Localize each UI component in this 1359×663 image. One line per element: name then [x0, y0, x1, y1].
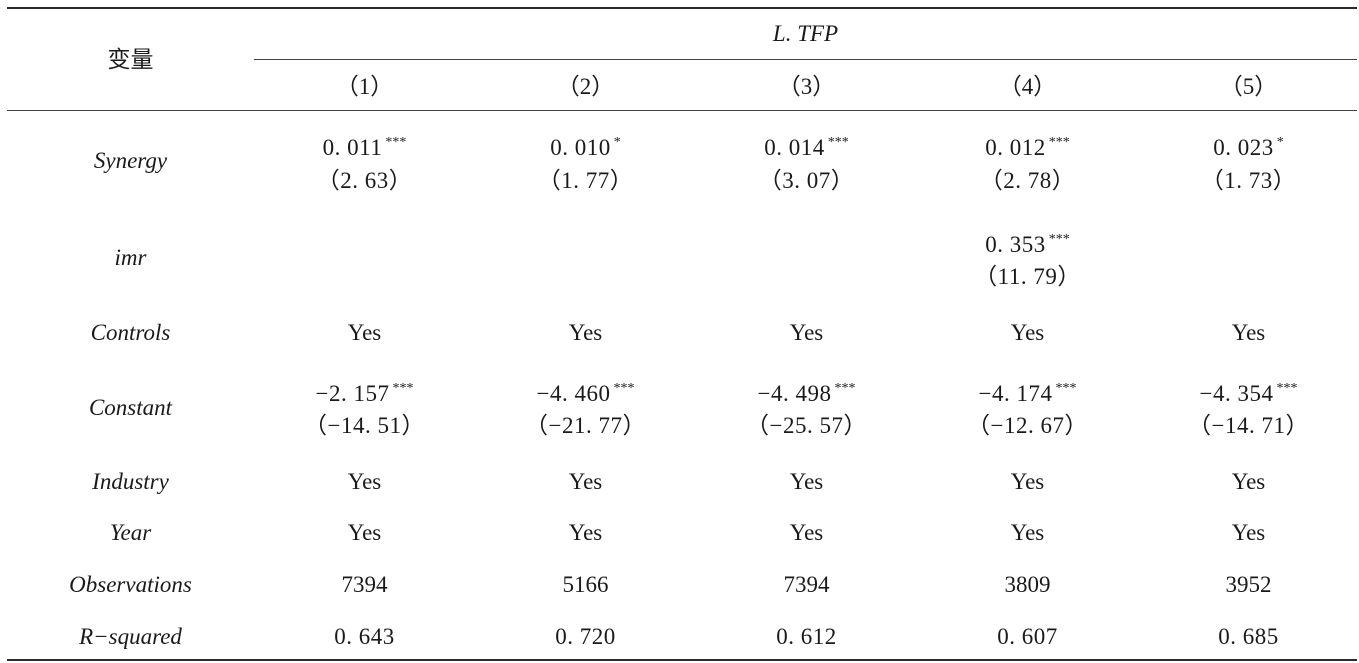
constant-tstat-5: （−14. 71） — [1188, 413, 1309, 438]
synergy-coef-3: 0. 014 *** — [764, 135, 849, 160]
column-header-2: （2） — [556, 74, 615, 99]
row-label-r-squared: R−squared — [79, 624, 182, 649]
column-header-1: （1） — [335, 74, 394, 99]
r-squared-value-2: 0. 720 — [555, 624, 616, 649]
industry-value-3: Yes — [789, 469, 824, 494]
bottom-rule — [7, 659, 1357, 661]
year-value-2: Yes — [568, 520, 603, 545]
synergy-tstat-2: （1. 77） — [537, 168, 634, 193]
synergy-tstat-1: （2. 63） — [316, 168, 413, 193]
controls-value-2: Yes — [568, 320, 603, 345]
controls-value-1: Yes — [347, 320, 382, 345]
controls-value-4: Yes — [1010, 320, 1045, 345]
year-value-3: Yes — [789, 520, 824, 545]
year-value-1: Yes — [347, 520, 382, 545]
industry-value-2: Yes — [568, 469, 603, 494]
synergy-coef-4: 0. 012 *** — [985, 135, 1070, 160]
r-squared-value-5: 0. 685 — [1218, 624, 1279, 649]
significance-stars: * — [1276, 135, 1284, 150]
regression-table: 变量 L. TFP （1） （2） （3） （4） （5） Synergy 0.… — [7, 0, 1357, 663]
significance-stars: *** — [1055, 381, 1077, 396]
controls-value-3: Yes — [789, 320, 824, 345]
year-value-5: Yes — [1231, 520, 1266, 545]
observations-value-4: 3809 — [1004, 572, 1051, 597]
group-underline — [254, 59, 1357, 60]
column-header-5: （5） — [1219, 74, 1278, 99]
synergy-tstat-5: （1. 73） — [1200, 168, 1297, 193]
significance-stars: *** — [1276, 381, 1298, 396]
controls-value-5: Yes — [1231, 320, 1266, 345]
column-header-4: （4） — [998, 74, 1057, 99]
synergy-coef-5: 0. 023 * — [1213, 135, 1284, 160]
synergy-tstat-3: （3. 07） — [758, 168, 855, 193]
constant-coef-4: −4. 174 *** — [978, 381, 1077, 406]
constant-tstat-4: （−12. 67） — [967, 413, 1088, 438]
synergy-coef-1: 0. 011 *** — [322, 135, 407, 160]
constant-coef-3: −4. 498 *** — [757, 381, 856, 406]
constant-tstat-1: （−14. 51） — [304, 413, 425, 438]
row-label-observations: Observations — [69, 572, 192, 597]
r-squared-value-4: 0. 607 — [997, 624, 1058, 649]
row-label-industry: Industry — [92, 469, 169, 494]
constant-tstat-2: （−21. 77） — [525, 413, 646, 438]
observations-value-3: 7394 — [783, 572, 830, 597]
column-header-3: （3） — [777, 74, 836, 99]
header-rule — [7, 110, 1357, 111]
r-squared-value-3: 0. 612 — [776, 624, 837, 649]
significance-stars: * — [613, 135, 621, 150]
significance-stars: *** — [827, 135, 849, 150]
significance-stars: *** — [392, 381, 414, 396]
row-label-constant: Constant — [88, 395, 173, 420]
observations-value-5: 3952 — [1225, 572, 1272, 597]
dependent-variable-header: L. TFP — [772, 21, 839, 46]
row-label-controls: Controls — [90, 320, 171, 345]
significance-stars: *** — [613, 381, 635, 396]
row-label-imr: imr — [114, 245, 147, 270]
constant-coef-5: −4. 354 *** — [1199, 381, 1298, 406]
variable-header: 变量 — [107, 47, 154, 72]
significance-stars: *** — [385, 135, 407, 150]
synergy-tstat-4: （2. 78） — [979, 168, 1076, 193]
r-squared-value-1: 0. 643 — [334, 624, 395, 649]
constant-coef-1: −2. 157 *** — [315, 381, 414, 406]
synergy-coef-2: 0. 010 * — [550, 135, 621, 160]
observations-value-2: 5166 — [562, 572, 609, 597]
row-label-synergy: Synergy — [93, 148, 168, 173]
year-value-4: Yes — [1010, 520, 1045, 545]
industry-value-4: Yes — [1010, 469, 1045, 494]
row-label-year: Year — [109, 520, 152, 545]
significance-stars: *** — [834, 381, 856, 396]
observations-value-1: 7394 — [341, 572, 388, 597]
imr-coef-4: 0. 353 *** — [985, 232, 1070, 257]
significance-stars: *** — [1048, 135, 1070, 150]
industry-value-1: Yes — [347, 469, 382, 494]
industry-value-5: Yes — [1231, 469, 1266, 494]
top-rule — [7, 7, 1357, 9]
constant-coef-2: −4. 460 *** — [536, 381, 635, 406]
imr-tstat-4: （11. 79） — [974, 264, 1081, 289]
significance-stars: *** — [1048, 232, 1070, 247]
constant-tstat-3: （−25. 57） — [746, 413, 867, 438]
